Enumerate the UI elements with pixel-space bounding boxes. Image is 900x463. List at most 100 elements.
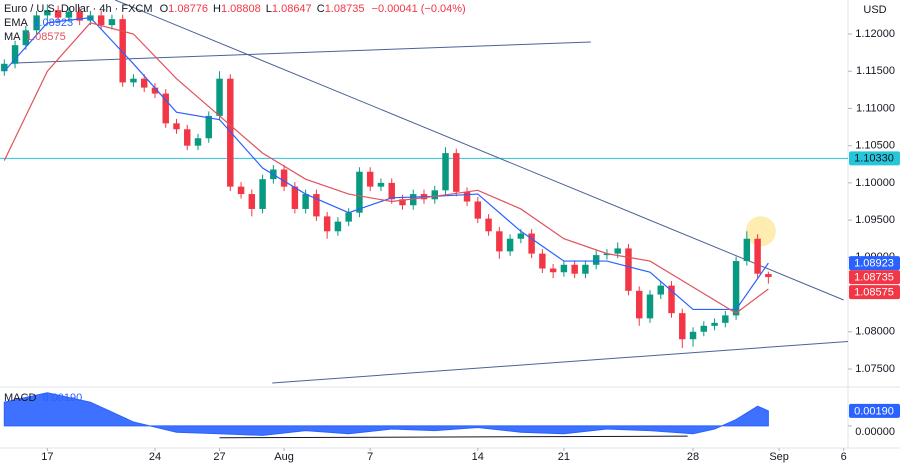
candle-body [216, 78, 223, 116]
candle-body [528, 233, 535, 254]
x-tick-label: Aug [274, 451, 294, 463]
candle-body [560, 264, 568, 273]
candle-body [603, 253, 611, 256]
price-tag [849, 270, 900, 285]
candle-body [205, 115, 212, 139]
y-tick-label: 1.09500 [855, 214, 895, 226]
trendline [272, 340, 848, 384]
candle-body [496, 231, 503, 252]
candle-body [722, 315, 729, 323]
candle-body [323, 216, 331, 232]
price-tag [849, 256, 900, 271]
y-tick-label: 1.10500 [855, 140, 895, 152]
candle-body [485, 218, 492, 232]
candle-body [11, 45, 19, 64]
candle-body [130, 78, 137, 83]
price-tag-label: 1.08575 [854, 286, 894, 298]
candle-body [399, 199, 406, 206]
candle-body [259, 179, 266, 209]
x-tick-label: Sep [769, 451, 789, 463]
ma-value: 1.08575 [26, 31, 66, 43]
x-tick-label: 21 [558, 451, 570, 463]
ohlc-c-value: 1.08735 [325, 3, 365, 15]
candle-body [345, 212, 352, 222]
trendline [114, 0, 844, 301]
currency: USD [863, 4, 886, 16]
candle-body [248, 194, 256, 209]
legend-main: Euro / U.S. Dollar · 4h · FXCM O1.08776 … [4, 3, 466, 15]
candle-body [302, 194, 309, 209]
x-tick-label: 24 [149, 451, 161, 463]
candle-body [646, 294, 654, 319]
candle-body [732, 261, 740, 316]
price-tag-label: 1.08923 [854, 257, 894, 269]
ema-value: 1.08923 [33, 17, 73, 29]
candle-body [65, 11, 73, 18]
ma-name: MA [4, 31, 21, 43]
candle-body [173, 123, 180, 130]
candle-body [679, 313, 686, 340]
macd-area [3, 392, 769, 436]
candle-body [582, 264, 589, 274]
candle-body [410, 194, 417, 206]
ema-name: EMA [4, 17, 29, 29]
macd-name: MACD [4, 392, 36, 404]
x-tick-label: 6 [841, 451, 847, 463]
x-tick-label: 27 [213, 451, 225, 463]
candle-body [700, 325, 708, 332]
trendline [15, 41, 591, 64]
legend-ma: MA 1.08575 [4, 31, 66, 43]
candle-body [33, 15, 40, 31]
x-tick-label: 14 [472, 451, 484, 463]
candle-body [539, 253, 546, 269]
candle-body [184, 129, 191, 146]
ohlc-o-value: 1.08776 [168, 3, 208, 15]
candle-body [280, 169, 288, 187]
y-tick-label: 1.12000 [855, 28, 895, 40]
candle-body [151, 87, 159, 94]
candle-body [1, 63, 8, 72]
candle-body [108, 19, 116, 26]
candle-body [162, 93, 169, 124]
candle-body [54, 10, 62, 18]
candle-body [571, 264, 578, 274]
price-tag [849, 403, 900, 418]
ma-line [3, 22, 769, 314]
y-tick-label: 1.11500 [856, 65, 895, 77]
price-tag [849, 151, 900, 166]
candle-body [291, 186, 299, 209]
candle-body [517, 233, 525, 239]
ohlc-h-value: 1.08808 [221, 3, 261, 15]
candle-body [356, 171, 363, 213]
price-tag-label: 0.00190 [854, 405, 894, 417]
candle-body [592, 255, 600, 265]
candle-body [97, 15, 105, 26]
candle-body [227, 78, 234, 187]
ohlc-o-label: O [160, 3, 169, 15]
y-tick-label: 1.08000 [855, 326, 895, 338]
candle-body [237, 186, 245, 195]
overlay: 1.12000 1.11500 1.11000 1.10500 1.10000 1.095… [41, 28, 900, 463]
candle-body [754, 238, 761, 274]
ohlc-change: −0.00041 (−0.04%) [372, 3, 466, 15]
candle-body [366, 171, 374, 187]
ohlc-h-label: H [213, 3, 221, 15]
price-tag [849, 285, 900, 300]
candle-body [119, 19, 126, 83]
candle-body [453, 153, 460, 192]
candle-body [140, 78, 148, 88]
candle-body [377, 182, 385, 187]
candle-body [506, 238, 514, 252]
candle-body [76, 11, 83, 21]
y-tick-label: 1.07500 [855, 363, 895, 375]
y-tick-label: 1.10000 [855, 177, 895, 189]
y-tick-label: 1.11000 [856, 102, 895, 114]
candle-body [625, 248, 632, 291]
x-tick-label: 7 [367, 451, 373, 463]
candle-body [743, 238, 751, 262]
candle-body [463, 191, 471, 202]
candle-body [549, 268, 557, 273]
legend-ema: EMA 1.08923 [4, 17, 73, 29]
